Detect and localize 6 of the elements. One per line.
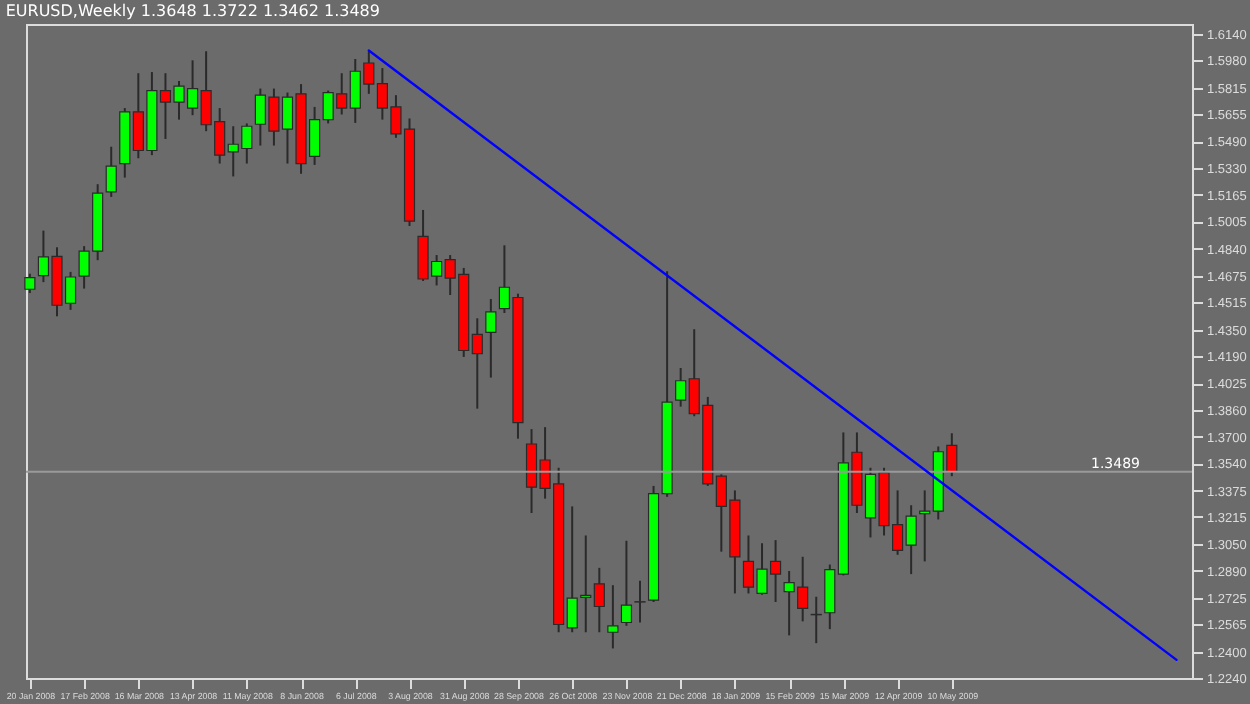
chart-title: EURUSD,Weekly 1.3648 1.3722 1.3462 1.3489 — [5, 2, 380, 20]
candlestick — [607, 584, 619, 650]
candlestick — [485, 297, 497, 379]
candlestick — [634, 579, 646, 624]
candlestick — [24, 272, 36, 295]
candlestick — [620, 539, 633, 627]
